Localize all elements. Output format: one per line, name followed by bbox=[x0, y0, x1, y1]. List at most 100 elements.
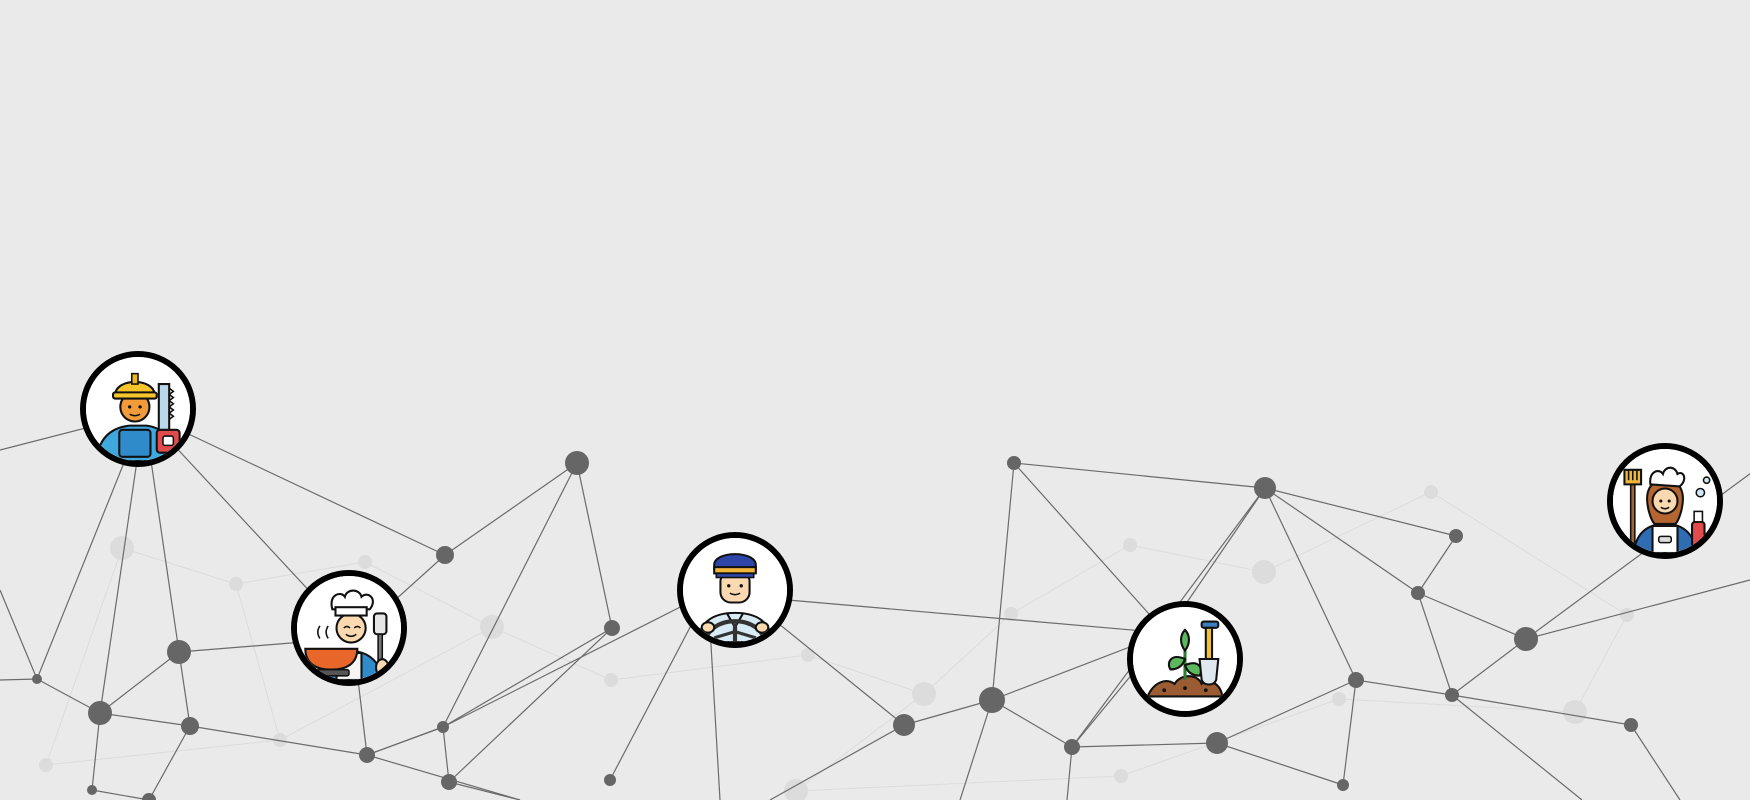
driver-icon bbox=[683, 538, 787, 642]
faint-network-link bbox=[121, 547, 237, 585]
network-link bbox=[1451, 638, 1527, 696]
network-link bbox=[1630, 724, 1681, 800]
network-node bbox=[1007, 456, 1021, 470]
network-link bbox=[1066, 746, 1073, 800]
network-link bbox=[769, 724, 905, 800]
network-link bbox=[448, 627, 613, 783]
network-node bbox=[441, 774, 457, 790]
network-link bbox=[1417, 592, 1527, 640]
network-link bbox=[99, 712, 191, 727]
network-link bbox=[444, 462, 578, 556]
faint-network-node bbox=[604, 673, 618, 687]
network-node bbox=[1411, 586, 1425, 600]
network-link bbox=[442, 627, 613, 728]
faint-network-link bbox=[807, 654, 925, 695]
network-link bbox=[1451, 694, 1583, 800]
network-link bbox=[442, 462, 578, 728]
faint-network-link bbox=[1263, 491, 1432, 573]
network-link bbox=[1451, 694, 1632, 726]
network-link bbox=[1342, 679, 1357, 786]
faint-network-node bbox=[1123, 538, 1137, 552]
faint-network-node bbox=[229, 577, 243, 591]
faint-network-node bbox=[784, 779, 808, 800]
faint-network-link bbox=[364, 561, 493, 628]
faint-network-link bbox=[491, 626, 612, 681]
network-link bbox=[0, 589, 38, 680]
faint-network-node bbox=[358, 555, 372, 569]
network-node bbox=[565, 451, 589, 475]
network-link bbox=[148, 725, 191, 800]
network-link bbox=[91, 789, 150, 800]
faint-network-node bbox=[1114, 769, 1128, 783]
network-link bbox=[1216, 679, 1357, 744]
network-link bbox=[903, 699, 993, 726]
faint-network-link bbox=[923, 613, 1012, 695]
faint-network-link bbox=[45, 739, 281, 766]
cleaner-icon bbox=[1613, 449, 1717, 553]
faint-network-node bbox=[273, 733, 287, 747]
faint-network-link bbox=[279, 626, 493, 741]
faint-network-link bbox=[235, 583, 281, 741]
network-link bbox=[1216, 742, 1344, 786]
network-node bbox=[32, 674, 42, 684]
faint-network-link bbox=[1010, 544, 1131, 615]
avatar-cleaner bbox=[1607, 443, 1723, 559]
network-link bbox=[448, 781, 521, 800]
network-node bbox=[979, 687, 1005, 713]
faint-network-node bbox=[1004, 607, 1018, 621]
network-node bbox=[87, 785, 97, 795]
faint-network-link bbox=[45, 547, 123, 766]
network-link bbox=[0, 678, 38, 681]
network-node bbox=[1206, 732, 1228, 754]
faint-network-node bbox=[801, 648, 815, 662]
network-node bbox=[1514, 627, 1538, 651]
network-link bbox=[991, 699, 1073, 748]
network-link bbox=[1525, 579, 1750, 640]
network-node bbox=[181, 717, 199, 735]
network-link bbox=[576, 462, 613, 629]
avatar-gardener bbox=[1127, 601, 1243, 717]
network-node bbox=[167, 640, 191, 664]
network-node bbox=[142, 793, 156, 800]
network-link bbox=[91, 712, 101, 791]
network-link bbox=[1264, 487, 1357, 681]
faint-network-node bbox=[110, 536, 134, 560]
network-node bbox=[359, 747, 375, 763]
network-link bbox=[442, 726, 450, 783]
network-link bbox=[1417, 535, 1457, 594]
avatar-chef bbox=[291, 570, 407, 686]
network-link bbox=[442, 592, 709, 728]
network-node bbox=[604, 774, 616, 786]
network-link bbox=[1264, 487, 1457, 537]
faint-network-node bbox=[480, 615, 504, 639]
faint-network-link bbox=[795, 775, 1122, 792]
faint-network-link bbox=[235, 561, 366, 585]
faint-network-link bbox=[1338, 698, 1576, 713]
network-link bbox=[959, 699, 993, 800]
faint-network-link bbox=[1574, 614, 1628, 713]
network-link bbox=[991, 462, 1015, 701]
faint-network-link bbox=[1129, 544, 1265, 573]
network-link bbox=[143, 412, 446, 556]
faint-network-node bbox=[1252, 560, 1276, 584]
faint-network-node bbox=[39, 758, 53, 772]
network-node bbox=[1064, 739, 1080, 755]
network-link bbox=[1355, 679, 1453, 696]
network-link bbox=[178, 651, 191, 727]
network-node bbox=[1254, 477, 1276, 499]
faint-network-node bbox=[1620, 608, 1634, 622]
network-link bbox=[1417, 592, 1453, 696]
network-node bbox=[893, 714, 915, 736]
faint-network-node bbox=[1424, 485, 1438, 499]
network-node bbox=[604, 620, 620, 636]
network-link bbox=[366, 726, 444, 756]
network-node bbox=[436, 546, 454, 564]
gardener-icon bbox=[1133, 607, 1237, 711]
network-node bbox=[437, 721, 449, 733]
network-link bbox=[99, 651, 180, 714]
network-link bbox=[1264, 487, 1419, 594]
network-link bbox=[1013, 462, 1266, 489]
network-link bbox=[1013, 462, 1167, 634]
